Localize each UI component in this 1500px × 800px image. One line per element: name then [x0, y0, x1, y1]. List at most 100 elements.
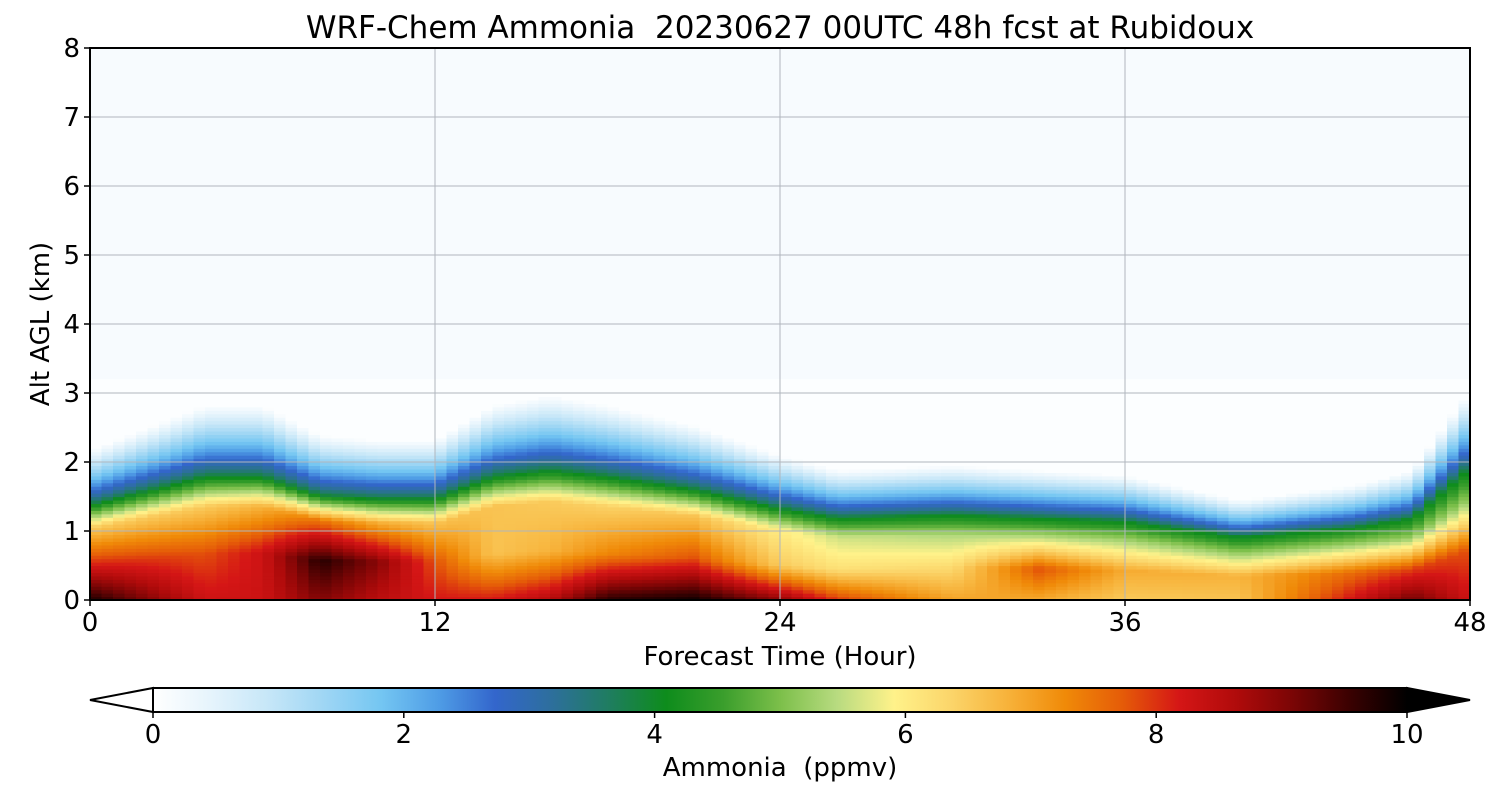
field-cell	[642, 506, 655, 511]
field-cell	[653, 413, 666, 418]
field-cell	[665, 506, 678, 511]
field-cell	[124, 462, 137, 467]
field-cell	[170, 462, 183, 467]
field-cell	[239, 593, 252, 598]
field-cell	[274, 399, 287, 404]
field-cell	[389, 551, 402, 556]
field-cell	[458, 579, 471, 584]
field-cell	[780, 437, 793, 442]
field-cell	[446, 575, 459, 580]
field-cell	[573, 410, 586, 415]
field-cell	[906, 499, 919, 504]
field-cell	[929, 413, 942, 418]
field-cell	[124, 406, 137, 411]
field-cell	[366, 520, 379, 525]
field-cell	[331, 417, 344, 422]
field-cell	[734, 386, 747, 391]
field-cell	[837, 417, 850, 422]
field-cell	[297, 534, 310, 539]
field-cell	[320, 496, 333, 501]
field-cell	[412, 451, 425, 456]
field-cell	[653, 486, 666, 491]
field-cell	[469, 558, 482, 563]
field-cell	[826, 396, 839, 401]
field-cell	[262, 531, 275, 536]
field-cell	[274, 434, 287, 439]
field-cell	[446, 475, 459, 480]
field-cell	[952, 379, 965, 384]
field-cell	[676, 562, 689, 567]
field-cell	[147, 572, 160, 577]
field-cell	[377, 468, 390, 473]
field-cell	[642, 493, 655, 498]
field-cell	[205, 468, 218, 473]
field-cell	[124, 562, 137, 567]
field-cell	[837, 496, 850, 501]
field-cell	[400, 558, 413, 563]
field-cell	[757, 520, 770, 525]
field-cell	[446, 462, 459, 467]
field-cell	[734, 468, 747, 473]
field-cell	[481, 499, 494, 504]
field-cell	[285, 551, 298, 556]
field-cell	[757, 586, 770, 591]
field-cell	[814, 517, 827, 522]
field-cell	[538, 448, 551, 453]
field-cell	[929, 399, 942, 404]
field-cell	[193, 586, 206, 591]
field-cell	[607, 520, 620, 525]
field-cell	[285, 403, 298, 408]
field-cell	[136, 572, 149, 577]
field-cell	[400, 413, 413, 418]
field-cell	[906, 531, 919, 536]
field-cell	[768, 399, 781, 404]
field-cell	[308, 396, 321, 401]
field-cell	[136, 524, 149, 529]
field-cell	[883, 496, 896, 501]
field-cell	[527, 437, 540, 442]
field-cell	[929, 458, 942, 463]
field-cell	[745, 593, 758, 598]
field-cell	[458, 427, 471, 432]
field-cell	[780, 558, 793, 563]
field-cell	[550, 548, 563, 553]
field-cell	[354, 465, 367, 470]
field-cell	[251, 410, 264, 415]
field-cell	[653, 389, 666, 394]
field-cell	[113, 468, 126, 473]
field-cell	[941, 399, 954, 404]
field-cell	[205, 462, 218, 467]
field-cell	[285, 534, 298, 539]
field-cell	[527, 399, 540, 404]
field-cell	[170, 537, 183, 542]
field-cell	[895, 455, 908, 460]
field-cell	[906, 420, 919, 425]
field-cell	[573, 465, 586, 470]
field-cell	[527, 520, 540, 525]
field-cell	[619, 386, 632, 391]
field-cell	[297, 465, 310, 470]
field-cell	[377, 486, 390, 491]
field-cell	[906, 441, 919, 446]
field-cell	[538, 399, 551, 404]
field-cell	[193, 434, 206, 439]
field-cell	[228, 572, 241, 577]
field-cell	[481, 448, 494, 453]
field-cell	[584, 558, 597, 563]
field-cell	[803, 520, 816, 525]
field-cell	[504, 393, 517, 398]
field-cell	[389, 382, 402, 387]
field-cell	[906, 520, 919, 525]
field-cell	[918, 451, 931, 456]
field-cell	[573, 524, 586, 529]
field-cell	[469, 510, 482, 515]
field-cell	[584, 396, 597, 401]
field-cell	[412, 568, 425, 573]
field-cell	[768, 496, 781, 501]
field-cell	[239, 579, 252, 584]
field-cell	[676, 565, 689, 570]
field-cell	[90, 437, 103, 442]
field-cell	[159, 441, 172, 446]
field-cell	[343, 472, 356, 477]
field-cell	[170, 555, 183, 560]
